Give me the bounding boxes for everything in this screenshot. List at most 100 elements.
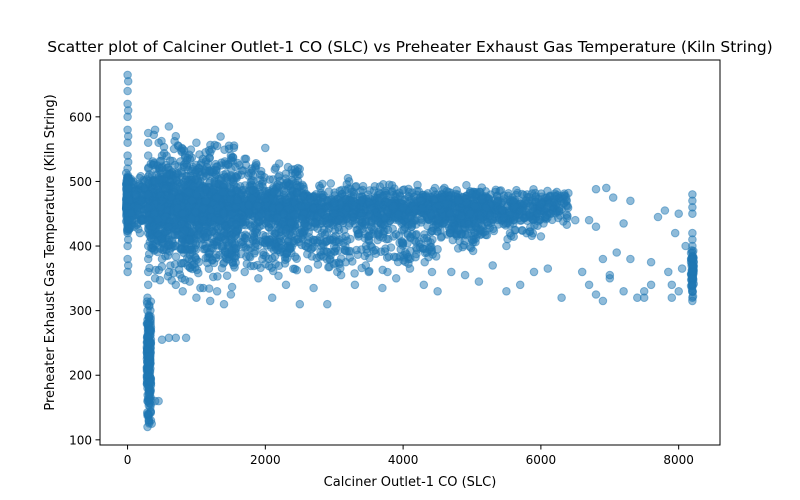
data-point [502, 287, 511, 296]
data-point [192, 190, 201, 199]
data-point [335, 259, 344, 269]
data-point [591, 184, 601, 194]
data-point [562, 220, 572, 229]
data-point [186, 166, 196, 176]
data-point [364, 267, 374, 277]
x-axis-label: Calciner Outlet-1 CO (SLC) [324, 475, 497, 490]
data-point [200, 244, 210, 254]
data-point [146, 325, 155, 335]
data-point [181, 333, 191, 343]
data-point [244, 171, 253, 180]
data-point [316, 247, 325, 256]
data-point [447, 267, 456, 277]
data-point [371, 215, 380, 225]
data-point [386, 243, 396, 252]
data-point [591, 222, 601, 231]
data-point [457, 212, 466, 221]
data-point [411, 205, 420, 214]
data-point [240, 154, 249, 164]
data-point [543, 264, 553, 273]
data-point [219, 299, 229, 309]
data-point [143, 241, 153, 251]
data-point [525, 227, 535, 236]
data-point [531, 188, 540, 198]
data-point [495, 186, 504, 196]
y-tick-label: 300 [69, 304, 92, 318]
data-point [481, 203, 491, 212]
data-point [555, 211, 565, 220]
data-point [123, 106, 133, 115]
data-point [688, 209, 697, 218]
data-point [131, 190, 141, 199]
data-point [245, 252, 255, 262]
data-point [180, 226, 190, 236]
data-point [509, 196, 518, 206]
data-point [219, 179, 228, 189]
data-point [453, 226, 463, 235]
data-point [247, 164, 256, 173]
data-point [326, 179, 336, 188]
data-point [612, 248, 622, 257]
data-point [178, 144, 187, 154]
data-point [323, 236, 332, 245]
data-point [192, 221, 202, 231]
data-point [222, 271, 232, 281]
data-point [310, 218, 320, 228]
y-tick-label: 200 [69, 369, 92, 383]
data-point [212, 193, 222, 203]
data-point [220, 157, 230, 166]
data-point [224, 141, 234, 150]
data-point [123, 131, 133, 141]
data-point [646, 280, 656, 290]
data-point [498, 206, 507, 215]
data-point [240, 267, 249, 277]
data-point [192, 293, 201, 303]
data-point [555, 203, 564, 213]
data-point [305, 194, 315, 203]
data-point [273, 245, 283, 255]
data-point [173, 168, 182, 178]
data-point [412, 243, 421, 253]
data-point [133, 203, 143, 212]
data-point [505, 228, 515, 238]
data-point [466, 209, 475, 218]
data-point [398, 195, 407, 205]
data-point [165, 240, 174, 250]
data-point [270, 229, 279, 238]
data-point [207, 256, 217, 265]
data-point [387, 188, 397, 197]
data-point [398, 238, 408, 248]
data-point [123, 77, 133, 86]
data-point [272, 213, 282, 222]
data-point [310, 235, 319, 245]
data-point [154, 396, 163, 406]
data-point [346, 246, 355, 256]
data-point [150, 125, 160, 135]
data-point [233, 196, 243, 206]
data-point [288, 177, 298, 186]
data-point [201, 232, 210, 242]
data-point [416, 218, 426, 227]
data-point [280, 252, 290, 262]
data-point [440, 183, 449, 193]
data-point [677, 264, 687, 273]
data-point [143, 164, 153, 173]
data-point [218, 187, 228, 197]
data-point [407, 220, 416, 229]
data-point [290, 210, 300, 220]
data-point [123, 86, 132, 96]
data-point [319, 225, 329, 234]
data-point [157, 196, 167, 206]
data-point [143, 293, 152, 303]
data-point [626, 254, 635, 264]
data-point [150, 177, 160, 186]
data-point [343, 184, 353, 193]
data-point [317, 208, 326, 217]
data-point [144, 390, 154, 399]
data-point [135, 228, 145, 238]
data-point [674, 209, 684, 218]
data-point [293, 167, 302, 176]
data-point [171, 252, 181, 262]
data-point [297, 214, 307, 224]
data-point [171, 183, 181, 193]
